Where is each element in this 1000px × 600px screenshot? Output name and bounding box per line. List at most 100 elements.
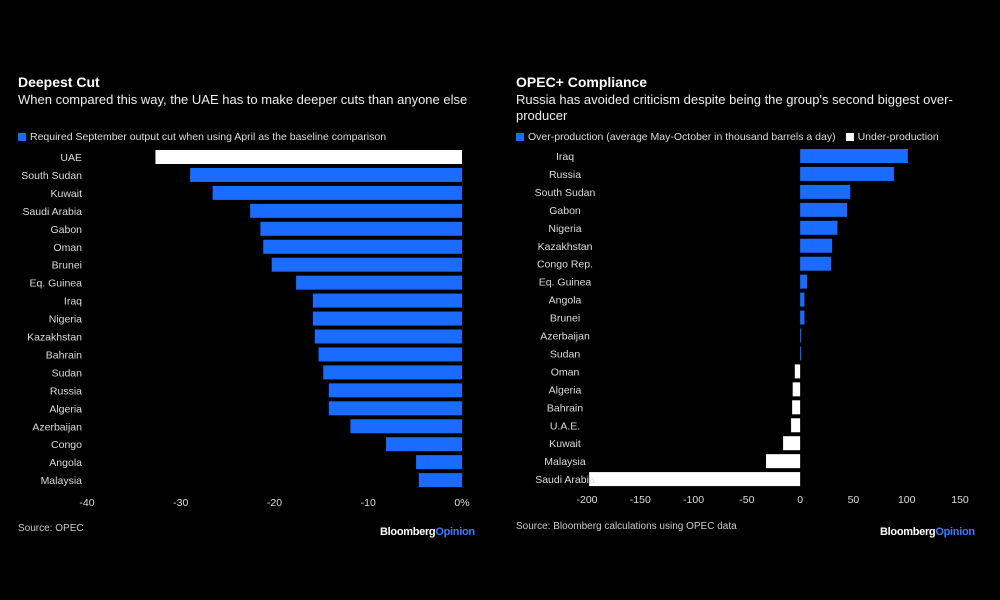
bar-kazakhstan [314, 329, 462, 344]
bar-bahrain [318, 347, 462, 362]
x-tick-label: -50 [739, 494, 754, 506]
x-tick-label: -30 [173, 497, 188, 509]
bar-azerbaijan [800, 328, 802, 343]
category-label: Kuwait [50, 188, 82, 200]
category-label: UAE [60, 152, 82, 164]
bar-bahrain [792, 400, 801, 415]
category-label: Iraq [64, 296, 82, 308]
category-label: Saudi Arabia [22, 206, 82, 218]
category-label: Kuwait [549, 438, 581, 450]
category-label: Kazakhstan [27, 332, 82, 344]
category-label: Gabon [549, 205, 581, 217]
bar-nigeria [312, 311, 462, 326]
category-label: Oman [551, 366, 580, 378]
bar-russia [328, 383, 462, 398]
bar-u-a-e- [791, 418, 801, 433]
bar-south-sudan [800, 184, 851, 199]
category-label: Saudi Arabia [535, 474, 595, 486]
bar-eq-guinea [296, 275, 462, 290]
legend-swatch-under [845, 133, 854, 141]
right-chart-subtitle: Russia has avoided criticism despite bei… [516, 92, 953, 123]
category-label: U.A.E. [550, 420, 580, 432]
bar-oman [263, 239, 462, 254]
bar-angola [416, 455, 462, 470]
bar-south-sudan [190, 167, 462, 182]
category-label: Iraq [556, 151, 574, 163]
category-label: South Sudan [535, 187, 596, 199]
x-tick-label: 150 [951, 494, 969, 506]
bar-algeria [792, 382, 801, 397]
x-tick-label: 0% [454, 497, 469, 509]
category-label: Russia [549, 169, 581, 181]
bar-russia [800, 166, 894, 181]
category-label: South Sudan [21, 170, 82, 182]
left-chart-subtitle: When compared this way, the UAE has to m… [18, 92, 468, 107]
left-legend: Required September output cut when using… [18, 131, 386, 143]
legend-label-over: Over-production (average May-October in … [528, 131, 836, 143]
category-label: Malaysia [544, 456, 586, 468]
right-source: Source: Bloomberg calculations using OPE… [516, 521, 737, 532]
category-label: Brunei [550, 313, 580, 325]
legend-swatch-over [516, 133, 524, 141]
bar-algeria [328, 401, 462, 416]
bar-malaysia [766, 454, 801, 469]
bar-saudi-arabia [250, 203, 462, 218]
category-label: Bahrain [46, 349, 82, 361]
bar-malaysia [418, 473, 462, 488]
x-tick-label: 50 [848, 494, 860, 506]
category-label: Sudan [52, 367, 83, 379]
category-label: Kazakhstan [538, 241, 593, 253]
category-label: Sudan [550, 348, 581, 360]
bar-gabon [800, 202, 848, 217]
legend-swatch [18, 133, 26, 141]
bar-brunei [271, 257, 462, 272]
category-label: Oman [53, 242, 82, 254]
bar-uae [155, 150, 462, 164]
category-label: Azerbaijan [540, 331, 590, 343]
left-brand-logo: BloombergOpinion [380, 526, 475, 538]
bar-sudan [800, 346, 802, 361]
bar-brunei [800, 310, 805, 325]
bar-iraq [312, 293, 462, 308]
category-label: Eq. Guinea [539, 277, 592, 289]
category-label: Congo [51, 439, 82, 451]
left-source: Source: OPEC [18, 523, 84, 534]
bar-kuwait [783, 436, 801, 451]
x-tick-label: -150 [630, 494, 651, 506]
category-label: Angola [549, 295, 582, 307]
legend-label: Required September output cut when using… [30, 131, 387, 143]
bar-angola [800, 292, 805, 307]
bar-oman [794, 364, 801, 379]
bar-iraq [800, 149, 908, 163]
bar-azerbaijan [350, 419, 462, 434]
right-chart-title: OPEC+ Compliance [516, 74, 648, 90]
category-label: Algeria [549, 384, 582, 396]
category-label: Nigeria [49, 314, 82, 326]
category-label: Russia [50, 385, 82, 397]
category-label: Azerbaijan [32, 421, 82, 433]
bar-congo-rep- [800, 256, 832, 271]
category-label: Bahrain [547, 402, 583, 414]
x-tick-label: 100 [898, 494, 916, 506]
bar-nigeria [800, 220, 838, 235]
category-label: Eq. Guinea [29, 278, 82, 290]
category-label: Congo Rep. [537, 259, 593, 271]
x-tick-label: 0 [797, 494, 803, 506]
category-label: Algeria [49, 403, 82, 415]
x-tick-label: -100 [683, 494, 704, 506]
bar-congo [386, 437, 462, 452]
x-tick-label: -20 [267, 497, 282, 509]
category-label: Malaysia [41, 475, 83, 487]
category-label: Gabon [50, 224, 82, 236]
category-label: Brunei [52, 260, 82, 272]
bar-kuwait [212, 185, 462, 200]
legend-label-under: Under-production [857, 131, 939, 143]
bar-gabon [260, 221, 462, 236]
right-brand-logo: BloombergOpinion [880, 526, 975, 538]
left-chart-title: Deepest Cut [18, 74, 100, 90]
bar-kazakhstan [800, 238, 833, 253]
x-tick-label: -200 [576, 494, 597, 506]
x-tick-label: -10 [361, 497, 376, 509]
right-legend: Over-production (average May-October in … [516, 131, 939, 143]
